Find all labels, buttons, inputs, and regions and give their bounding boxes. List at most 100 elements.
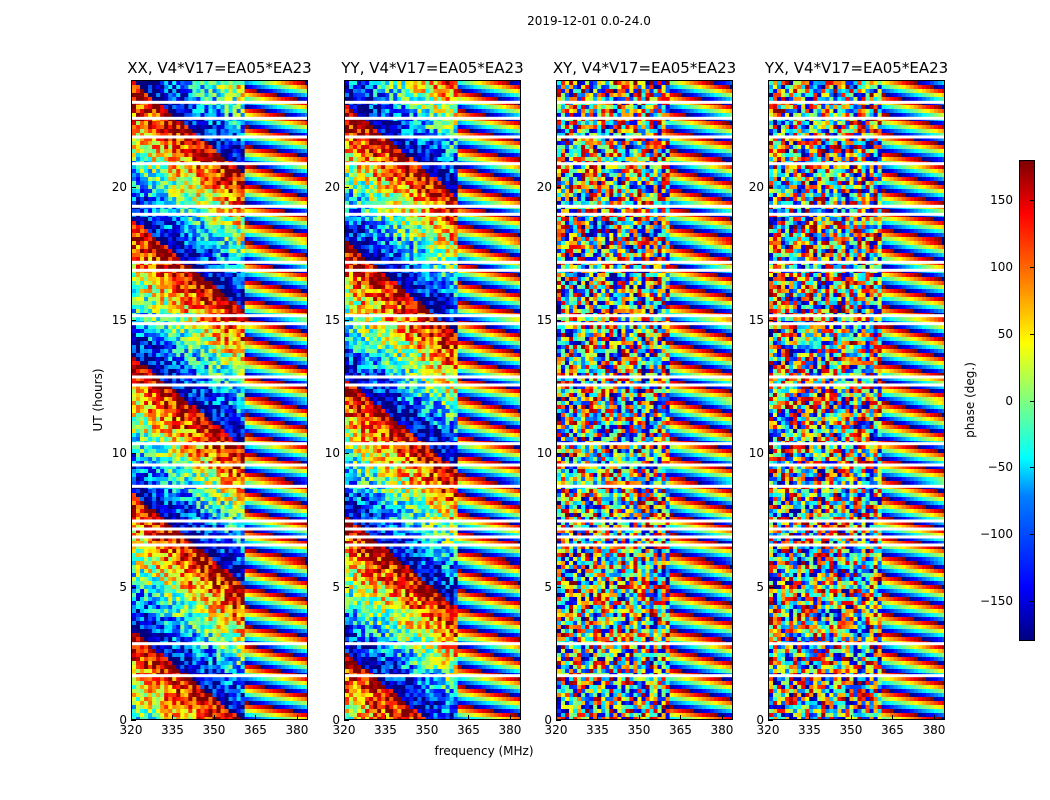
x-tick-mark xyxy=(850,715,852,720)
flagged-gap xyxy=(132,260,307,264)
flagged-gap xyxy=(557,442,732,446)
y-tick-label: 15 xyxy=(325,313,340,327)
x-tick-label: 365 xyxy=(457,723,480,737)
x-tick-label: 350 xyxy=(840,723,863,737)
flagged-gap xyxy=(557,314,732,318)
x-tick-label: 350 xyxy=(628,723,651,737)
y-tick-label: 10 xyxy=(112,446,127,460)
flagged-gap xyxy=(557,484,732,488)
flagged-gap xyxy=(132,642,307,646)
y-tick-label: 15 xyxy=(749,313,764,327)
flagged-gap xyxy=(345,212,520,216)
colorbar-tick-label: 0 xyxy=(1005,394,1013,408)
flagged-gap xyxy=(132,100,307,104)
x-tick-label: 320 xyxy=(120,723,143,737)
x-tick-mark xyxy=(509,715,511,720)
x-tick-label: 335 xyxy=(798,723,821,737)
x-tick-label: 380 xyxy=(285,723,308,737)
x-tick-mark xyxy=(933,715,935,720)
y-tick-label: 5 xyxy=(119,580,127,594)
x-axis-label: frequency (MHz) xyxy=(434,744,533,758)
y-tick-mark xyxy=(556,186,561,188)
flagged-gap xyxy=(132,162,307,166)
x-tick-mark xyxy=(721,715,723,720)
flagged-gap xyxy=(132,383,307,387)
x-tick-label: 320 xyxy=(545,723,568,737)
flagged-gap xyxy=(769,260,944,264)
flagged-gap xyxy=(769,519,944,523)
flagged-gap xyxy=(345,314,520,318)
x-tick-label: 380 xyxy=(710,723,733,737)
x-tick-mark xyxy=(468,715,470,720)
y-tick-label: 0 xyxy=(332,713,340,727)
flagged-gap xyxy=(132,268,307,272)
x-tick-mark xyxy=(680,715,682,720)
figure-title: 2019-12-01 0.0-24.0 xyxy=(0,14,1050,28)
y-tick-label: 0 xyxy=(756,713,764,727)
heatmap-panel-yx xyxy=(768,80,945,720)
colorbar-tick-mark xyxy=(1030,600,1035,602)
flagged-gap xyxy=(345,162,520,166)
x-tick-mark xyxy=(556,715,557,720)
flagged-gap xyxy=(132,212,307,216)
y-tick-mark xyxy=(768,720,773,721)
flagged-gap xyxy=(557,260,732,264)
flagged-gap xyxy=(769,314,944,318)
y-tick-label: 5 xyxy=(332,580,340,594)
flagged-gap xyxy=(557,268,732,272)
flagged-gap xyxy=(557,642,732,646)
flagged-gap xyxy=(345,527,520,531)
y-tick-mark xyxy=(344,186,349,188)
colorbar-tick-mark xyxy=(1030,400,1035,402)
flagged-gap xyxy=(132,322,307,326)
y-tick-mark xyxy=(344,586,349,588)
x-tick-label: 320 xyxy=(333,723,356,737)
x-tick-label: 365 xyxy=(881,723,904,737)
y-tick-label: 20 xyxy=(749,180,764,194)
heatmap-panel-xx xyxy=(131,80,308,720)
flagged-gap xyxy=(345,100,520,104)
y-tick-label: 5 xyxy=(544,580,552,594)
flagged-gap xyxy=(769,100,944,104)
colorbar-tick-label: 50 xyxy=(998,327,1013,341)
flagged-gap xyxy=(557,212,732,216)
flagged-gap xyxy=(769,535,944,539)
x-tick-mark xyxy=(638,715,640,720)
flagged-gap xyxy=(769,543,944,547)
flagged-gap xyxy=(557,543,732,547)
x-tick-label: 380 xyxy=(922,723,945,737)
heatmap-image-yy xyxy=(345,81,520,719)
flagged-gap xyxy=(557,375,732,379)
flagged-gap xyxy=(557,383,732,387)
y-tick-mark xyxy=(556,320,561,321)
flagged-gap xyxy=(557,674,732,678)
flagged-gap xyxy=(132,314,307,318)
y-tick-label: 0 xyxy=(119,713,127,727)
flagged-gap xyxy=(132,674,307,678)
flagged-gap xyxy=(769,463,944,467)
x-tick-mark xyxy=(131,715,132,720)
y-tick-label: 15 xyxy=(537,313,552,327)
heatmap-image-xx xyxy=(132,81,307,719)
y-tick-mark xyxy=(131,720,136,721)
x-tick-mark xyxy=(892,715,894,720)
x-tick-label: 365 xyxy=(244,723,267,737)
heatmap-panel-yy xyxy=(344,80,521,720)
y-tick-mark xyxy=(344,320,349,321)
y-tick-label: 10 xyxy=(749,446,764,460)
y-tick-mark xyxy=(131,586,136,588)
flagged-gap xyxy=(557,322,732,326)
y-tick-label: 20 xyxy=(325,180,340,194)
y-tick-label: 0 xyxy=(544,713,552,727)
flagged-gap xyxy=(769,212,944,216)
flagged-gap xyxy=(345,642,520,646)
colorbar-tick-mark xyxy=(1030,467,1035,469)
flagged-gap xyxy=(769,527,944,531)
y-tick-mark xyxy=(131,320,136,321)
y-tick-label: 10 xyxy=(325,446,340,460)
flagged-gap xyxy=(345,135,520,139)
colorbar-label: phase (deg.) xyxy=(963,362,977,438)
x-tick-mark xyxy=(296,715,298,720)
y-tick-mark xyxy=(344,720,349,721)
x-tick-mark xyxy=(597,715,599,720)
